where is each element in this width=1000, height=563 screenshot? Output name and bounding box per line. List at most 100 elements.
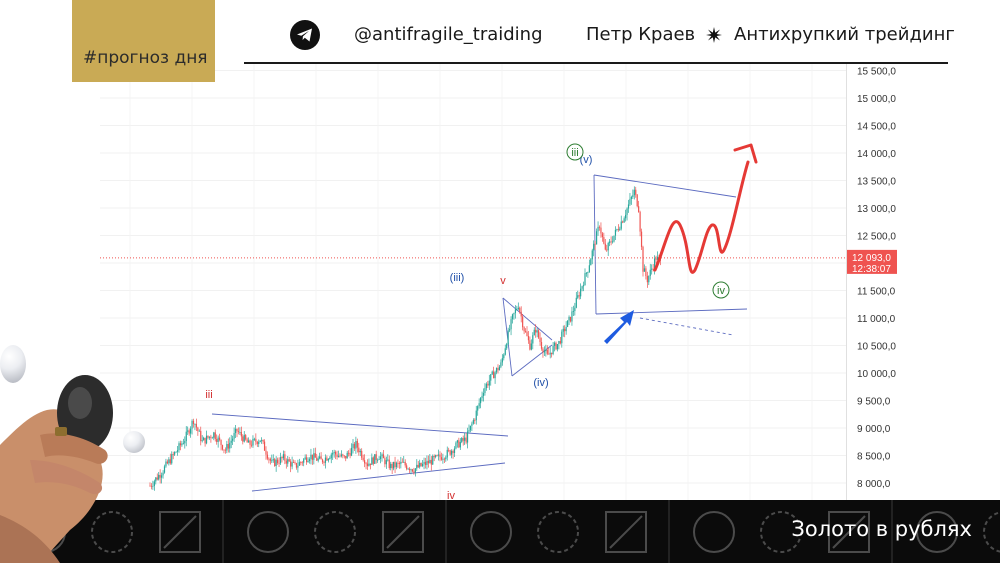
candle-body xyxy=(298,462,300,466)
candle-body xyxy=(233,433,235,439)
candle-body xyxy=(430,459,432,465)
candle-body xyxy=(258,441,260,445)
price-tick-label: 13 500,0 xyxy=(857,177,896,188)
candle-body xyxy=(301,462,303,464)
candle-body xyxy=(313,453,315,460)
candle-body xyxy=(556,344,559,350)
forecast-arrowhead xyxy=(733,143,758,164)
price-tick-label: 11 000,0 xyxy=(857,314,896,325)
candle-body xyxy=(269,458,271,461)
candle-body xyxy=(382,454,385,459)
candle-body xyxy=(514,309,516,314)
candle-body xyxy=(609,241,611,243)
candle-body xyxy=(651,268,653,270)
candle-body xyxy=(314,453,316,458)
author-name: Петр Краев xyxy=(586,24,696,45)
candle-body xyxy=(230,440,232,443)
candle-body xyxy=(287,459,289,464)
candle-body xyxy=(306,457,308,463)
candle-body xyxy=(591,250,593,260)
candle-body xyxy=(522,316,524,328)
candle-body xyxy=(596,231,598,245)
laurel-wreath-icon xyxy=(91,511,133,553)
hand-with-mouse-photo xyxy=(0,375,113,563)
candle-body xyxy=(484,388,486,394)
candle-body xyxy=(585,272,588,274)
price-tick-label: 14 500,0 xyxy=(857,122,896,133)
candle-body xyxy=(517,307,519,310)
candle-body xyxy=(210,436,212,438)
candle-body xyxy=(185,431,187,442)
candle-body xyxy=(333,451,335,454)
candle-body xyxy=(594,243,596,245)
candle-body xyxy=(567,320,569,327)
candle-body xyxy=(205,435,208,444)
candle-body xyxy=(171,454,173,464)
candle-body xyxy=(172,454,174,455)
candle-body xyxy=(236,428,238,432)
candle-body xyxy=(435,455,437,458)
candle-body xyxy=(252,438,254,446)
candle-body xyxy=(350,447,353,456)
candle-body xyxy=(152,486,154,487)
candle-body xyxy=(604,243,606,250)
candle-body xyxy=(394,461,396,468)
candle-body xyxy=(539,337,541,343)
chart-caption: Золото в рублях xyxy=(791,517,972,541)
candle-body xyxy=(250,444,253,446)
bottom-arrow-icon xyxy=(604,310,634,344)
candle-body xyxy=(443,458,445,460)
candle-body xyxy=(339,455,341,457)
candle-body xyxy=(245,435,247,440)
candle-body xyxy=(488,380,490,386)
candle-body xyxy=(610,241,612,243)
candle-body xyxy=(364,460,366,464)
candle-body xyxy=(195,423,197,428)
candle-body xyxy=(159,474,161,478)
candle-body xyxy=(268,458,270,460)
candle-body xyxy=(530,343,532,350)
candle-body xyxy=(303,459,305,463)
candle-body xyxy=(375,454,377,460)
monogram-square-icon xyxy=(609,515,643,549)
candle-body xyxy=(552,345,554,355)
candle-body xyxy=(259,440,261,442)
candle-body xyxy=(559,341,561,344)
candle-body xyxy=(292,462,295,464)
candle-body xyxy=(524,331,527,333)
monogram-square-icon xyxy=(382,511,424,553)
candle-body xyxy=(162,472,164,476)
candle-body xyxy=(208,436,211,438)
candle-body xyxy=(613,235,615,242)
candle-body xyxy=(332,453,334,455)
candle-body xyxy=(640,231,643,247)
candle-body xyxy=(564,328,566,332)
candle-body xyxy=(304,457,306,460)
candle-body xyxy=(414,468,416,473)
candle-body xyxy=(491,371,493,375)
candle-body xyxy=(239,431,241,433)
triangle-upper-line xyxy=(211,413,509,437)
candle-body xyxy=(477,406,479,411)
candle-body xyxy=(319,456,321,459)
candle-body xyxy=(346,452,348,459)
candle-body xyxy=(300,462,302,463)
candle-body xyxy=(540,342,543,349)
candle-body xyxy=(606,249,608,251)
candle-body xyxy=(337,455,340,457)
candle-body xyxy=(275,459,277,467)
price-tick-label: 10 000,0 xyxy=(857,369,896,380)
laurel-wreath-icon xyxy=(247,511,289,553)
candle-body xyxy=(551,352,553,355)
pearl-decoration xyxy=(0,345,26,383)
pearl-decoration xyxy=(123,431,145,453)
candle-body xyxy=(461,438,463,442)
candle-body xyxy=(632,195,634,198)
candle-body xyxy=(601,233,603,238)
candle-body xyxy=(593,243,595,251)
wave-label: iv xyxy=(447,490,455,502)
forecast-tag-label: #прогноз дня xyxy=(83,48,208,68)
channel-handle[interactable]: @antifragile_traiding xyxy=(354,24,543,45)
wave-label: (iii) xyxy=(450,272,465,284)
candle-body xyxy=(232,438,234,441)
